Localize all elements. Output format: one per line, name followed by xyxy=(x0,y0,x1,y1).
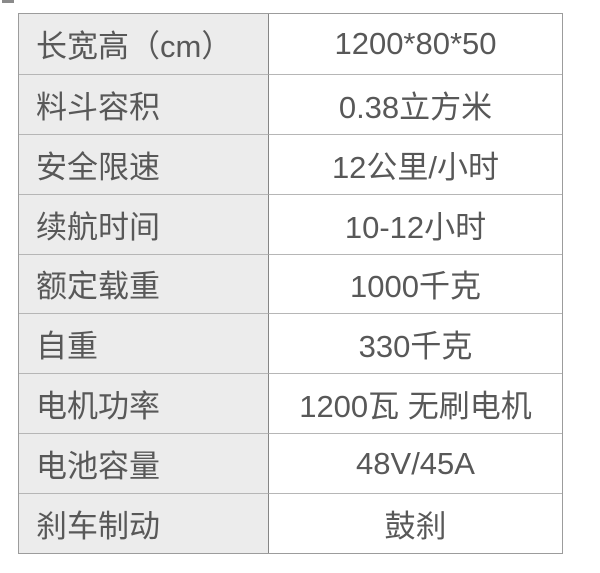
spec-value-motor-power: 1200瓦 无刷电机 xyxy=(268,373,562,434)
spec-label-endurance-time: 续航时间 xyxy=(19,193,268,254)
spec-label-rated-load: 额定载重 xyxy=(19,253,268,314)
spec-value-dimensions: 1200*80*50 xyxy=(268,14,562,74)
spec-value-hopper-volume: 0.38立方米 xyxy=(268,73,562,134)
spec-label-self-weight: 自重 xyxy=(19,313,268,374)
spec-value-brake-type: 鼓刹 xyxy=(268,493,562,553)
cropped-edge-artifact xyxy=(2,0,14,3)
spec-label-hopper-volume: 料斗容积 xyxy=(19,73,268,134)
spec-value-self-weight: 330千克 xyxy=(268,313,562,374)
spec-label-battery-capacity: 电池容量 xyxy=(19,433,268,494)
spec-label-motor-power: 电机功率 xyxy=(19,373,268,434)
spec-label-speed-limit: 安全限速 xyxy=(19,133,268,194)
spec-value-rated-load: 1000千克 xyxy=(268,253,562,314)
spec-value-speed-limit: 12公里/小时 xyxy=(268,133,562,194)
spec-label-dimensions: 长宽高（cm） xyxy=(19,14,268,74)
spec-value-endurance-time: 10-12小时 xyxy=(268,193,562,254)
spec-value-battery-capacity: 48V/45A xyxy=(268,433,562,494)
spec-table: 长宽高（cm） 1200*80*50 料斗容积 0.38立方米 安全限速 12公… xyxy=(18,13,563,554)
spec-label-brake-type: 刹车制动 xyxy=(19,493,268,553)
